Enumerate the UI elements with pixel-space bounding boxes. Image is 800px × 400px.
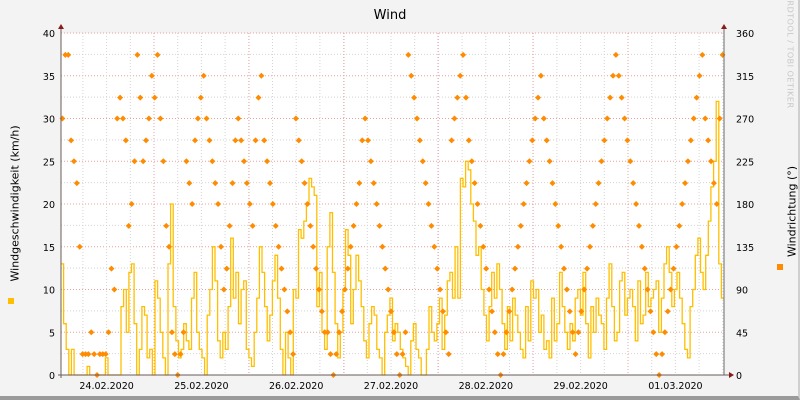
svg-text:0: 0 bbox=[736, 371, 742, 382]
svg-text:26.02.2020: 26.02.2020 bbox=[269, 381, 323, 392]
svg-text:135: 135 bbox=[736, 243, 754, 254]
svg-text:90: 90 bbox=[736, 286, 748, 297]
svg-text:15: 15 bbox=[43, 243, 55, 254]
svg-text:10: 10 bbox=[43, 286, 55, 297]
svg-text:180: 180 bbox=[736, 200, 754, 211]
svg-text:01.03.2020: 01.03.2020 bbox=[648, 381, 702, 392]
svg-text:5: 5 bbox=[49, 328, 55, 339]
chart-title: Wind bbox=[373, 8, 407, 23]
legend-swatch-wind-direction bbox=[777, 264, 783, 270]
svg-text:225: 225 bbox=[736, 157, 754, 168]
svg-text:45: 45 bbox=[736, 328, 748, 339]
svg-text:27.02.2020: 27.02.2020 bbox=[364, 381, 418, 392]
svg-text:20: 20 bbox=[43, 200, 55, 211]
legend-swatch-wind-speed bbox=[8, 298, 14, 304]
svg-text:0: 0 bbox=[49, 371, 55, 382]
svg-text:24.02.2020: 24.02.2020 bbox=[79, 381, 133, 392]
svg-text:29.02.2020: 29.02.2020 bbox=[553, 381, 607, 392]
svg-text:40: 40 bbox=[43, 29, 55, 40]
svg-text:30: 30 bbox=[43, 115, 55, 126]
svg-text:315: 315 bbox=[736, 72, 754, 83]
svg-text:28.02.2020: 28.02.2020 bbox=[459, 381, 513, 392]
svg-text:270: 270 bbox=[736, 115, 754, 126]
svg-text:35: 35 bbox=[43, 72, 55, 83]
svg-text:360: 360 bbox=[736, 29, 754, 40]
svg-text:25.02.2020: 25.02.2020 bbox=[174, 381, 228, 392]
svg-text:25: 25 bbox=[43, 157, 55, 168]
